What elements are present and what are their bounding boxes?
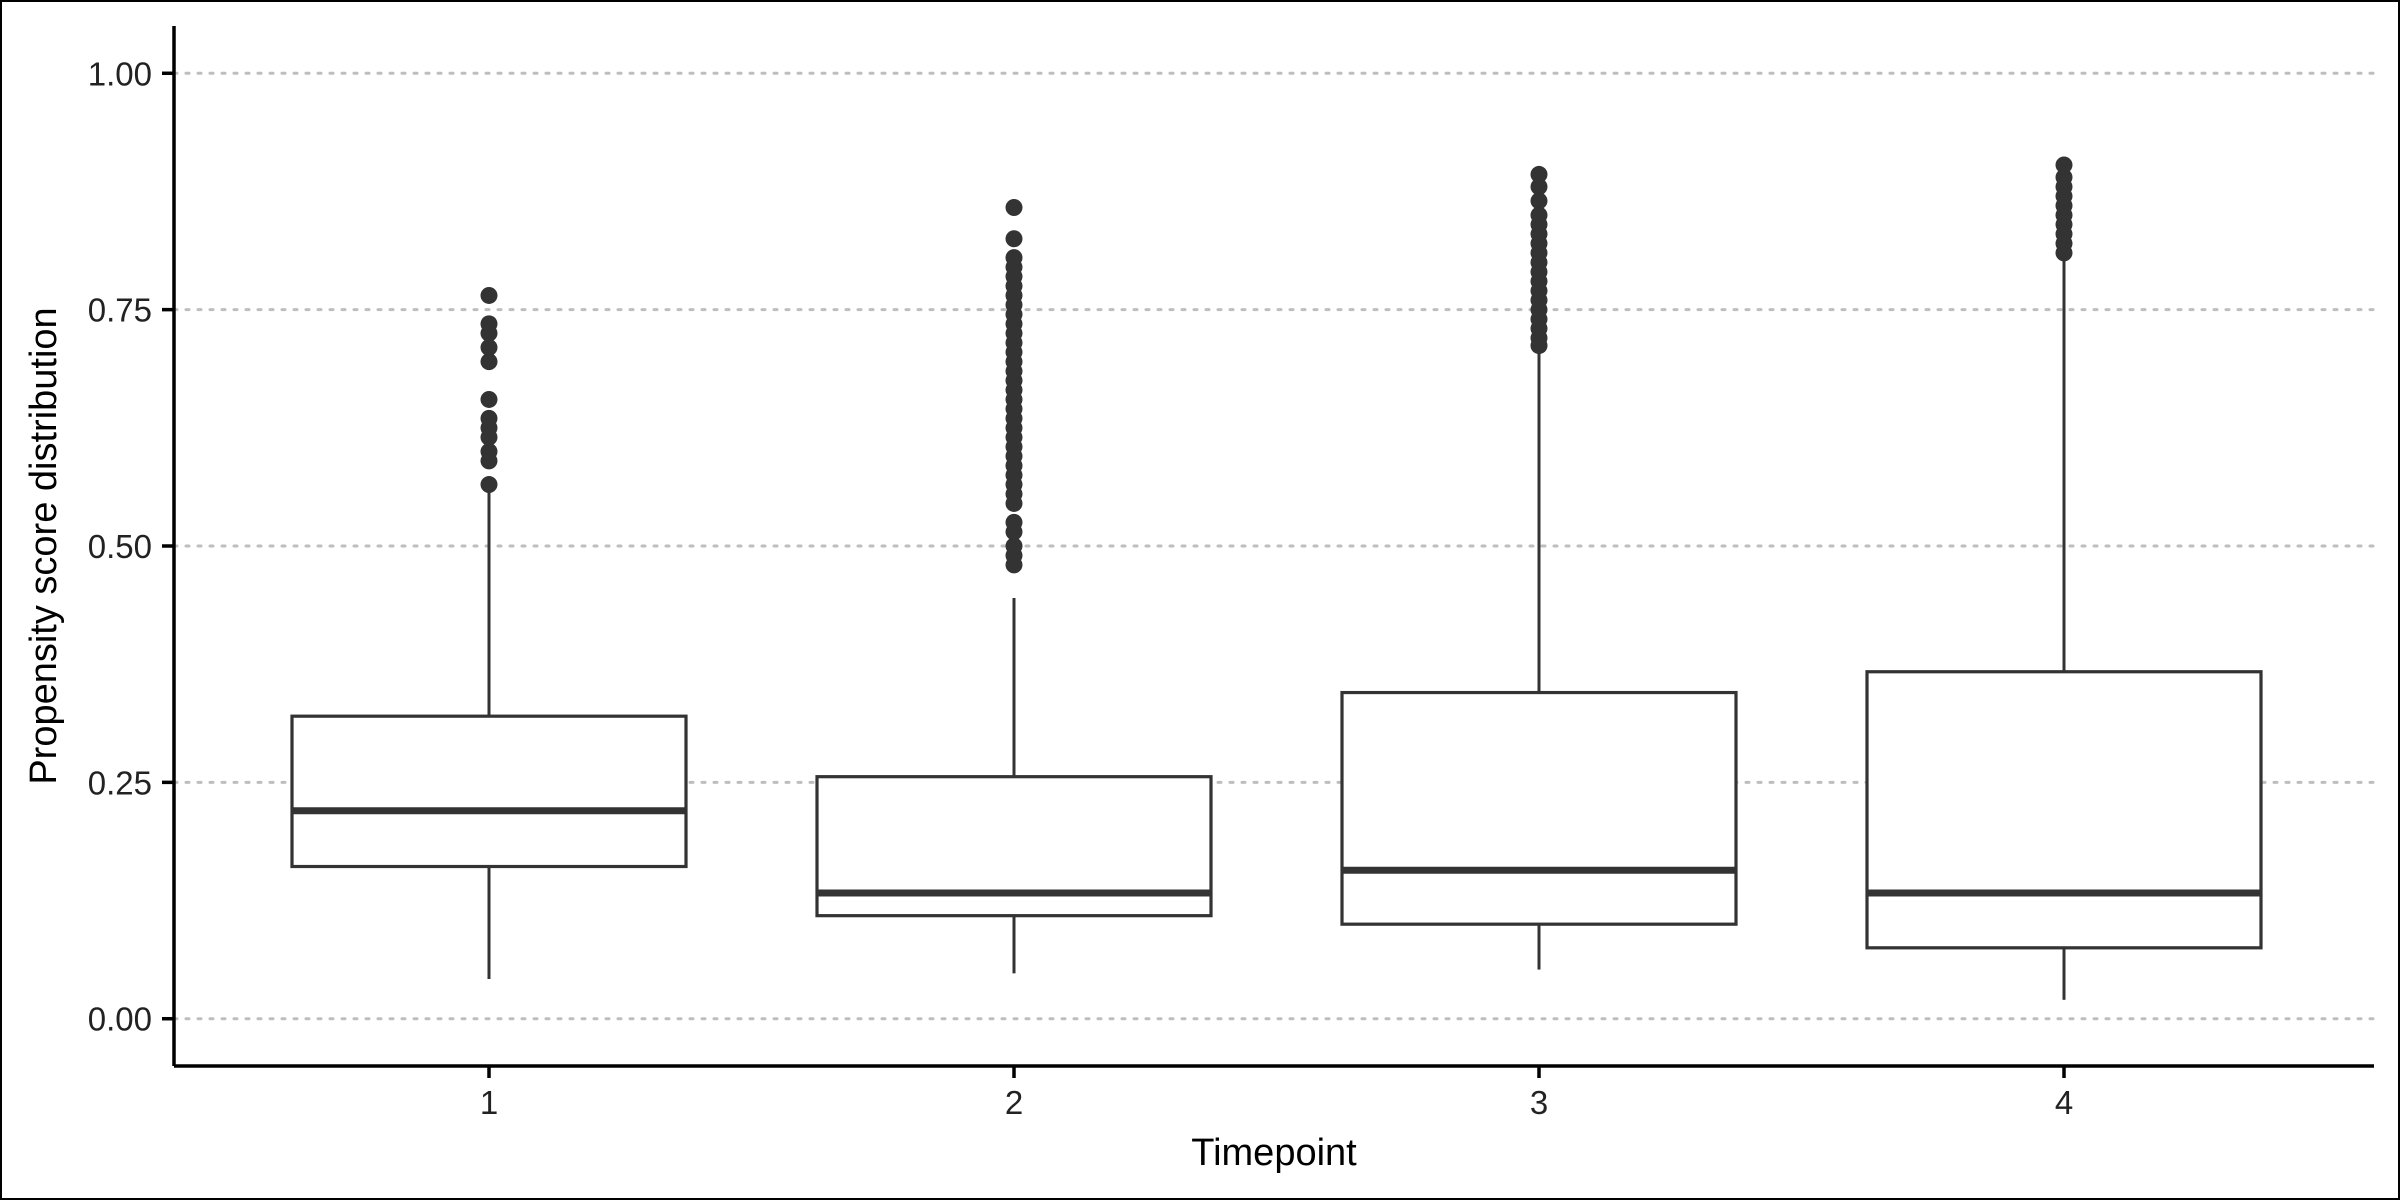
outlier-point	[480, 315, 498, 333]
box-group-4	[1865, 156, 2263, 1000]
iqr-box	[290, 714, 688, 869]
y-tick-label-3: 0.75	[88, 292, 152, 329]
outlier-point	[1005, 230, 1023, 248]
outlier-point	[1005, 537, 1023, 555]
x-tick-label-3: 3	[1530, 1084, 1548, 1121]
x-tick-label-2: 2	[1005, 1084, 1023, 1121]
outlier-point	[480, 442, 498, 460]
y-tick-label-0: 0.00	[88, 1001, 152, 1038]
y-axis-ticks: 0.00 0.25 0.50 0.75 1.00	[88, 55, 174, 1038]
outlier-point	[1530, 165, 1548, 183]
outlier-point	[1530, 206, 1548, 224]
outlier-point	[1005, 513, 1023, 531]
x-axis-ticks: 1 2 3 4	[480, 1066, 2073, 1121]
outlier-point	[1005, 249, 1023, 267]
iqr-box	[1340, 690, 1738, 926]
outlier-point	[480, 476, 498, 494]
box-group-1	[290, 286, 688, 980]
boxes	[290, 156, 2263, 1000]
box-group-3	[1340, 165, 1738, 970]
iqr-box	[1865, 670, 2263, 950]
y-axis-title: Propensity score distribution	[23, 307, 65, 784]
outlier-point	[2055, 156, 2073, 174]
x-tick-label-1: 1	[480, 1084, 498, 1121]
outlier-point	[480, 286, 498, 304]
y-tick-label-4: 1.00	[88, 55, 152, 92]
outlier-point	[1005, 199, 1023, 217]
outlier-point	[480, 338, 498, 356]
x-tick-label-4: 4	[2055, 1084, 2073, 1121]
outlier-point	[480, 390, 498, 408]
outlier-point	[1530, 178, 1548, 196]
box-group-2	[815, 199, 1213, 974]
outlier-point	[1530, 192, 1548, 210]
y-tick-label-1: 0.25	[88, 764, 152, 801]
x-axis-title: Timepoint	[1191, 1132, 1357, 1174]
outlier-point	[480, 409, 498, 427]
outlier-point	[480, 353, 498, 371]
y-tick-label-2: 0.50	[88, 528, 152, 565]
outlier-point	[2055, 168, 2073, 186]
